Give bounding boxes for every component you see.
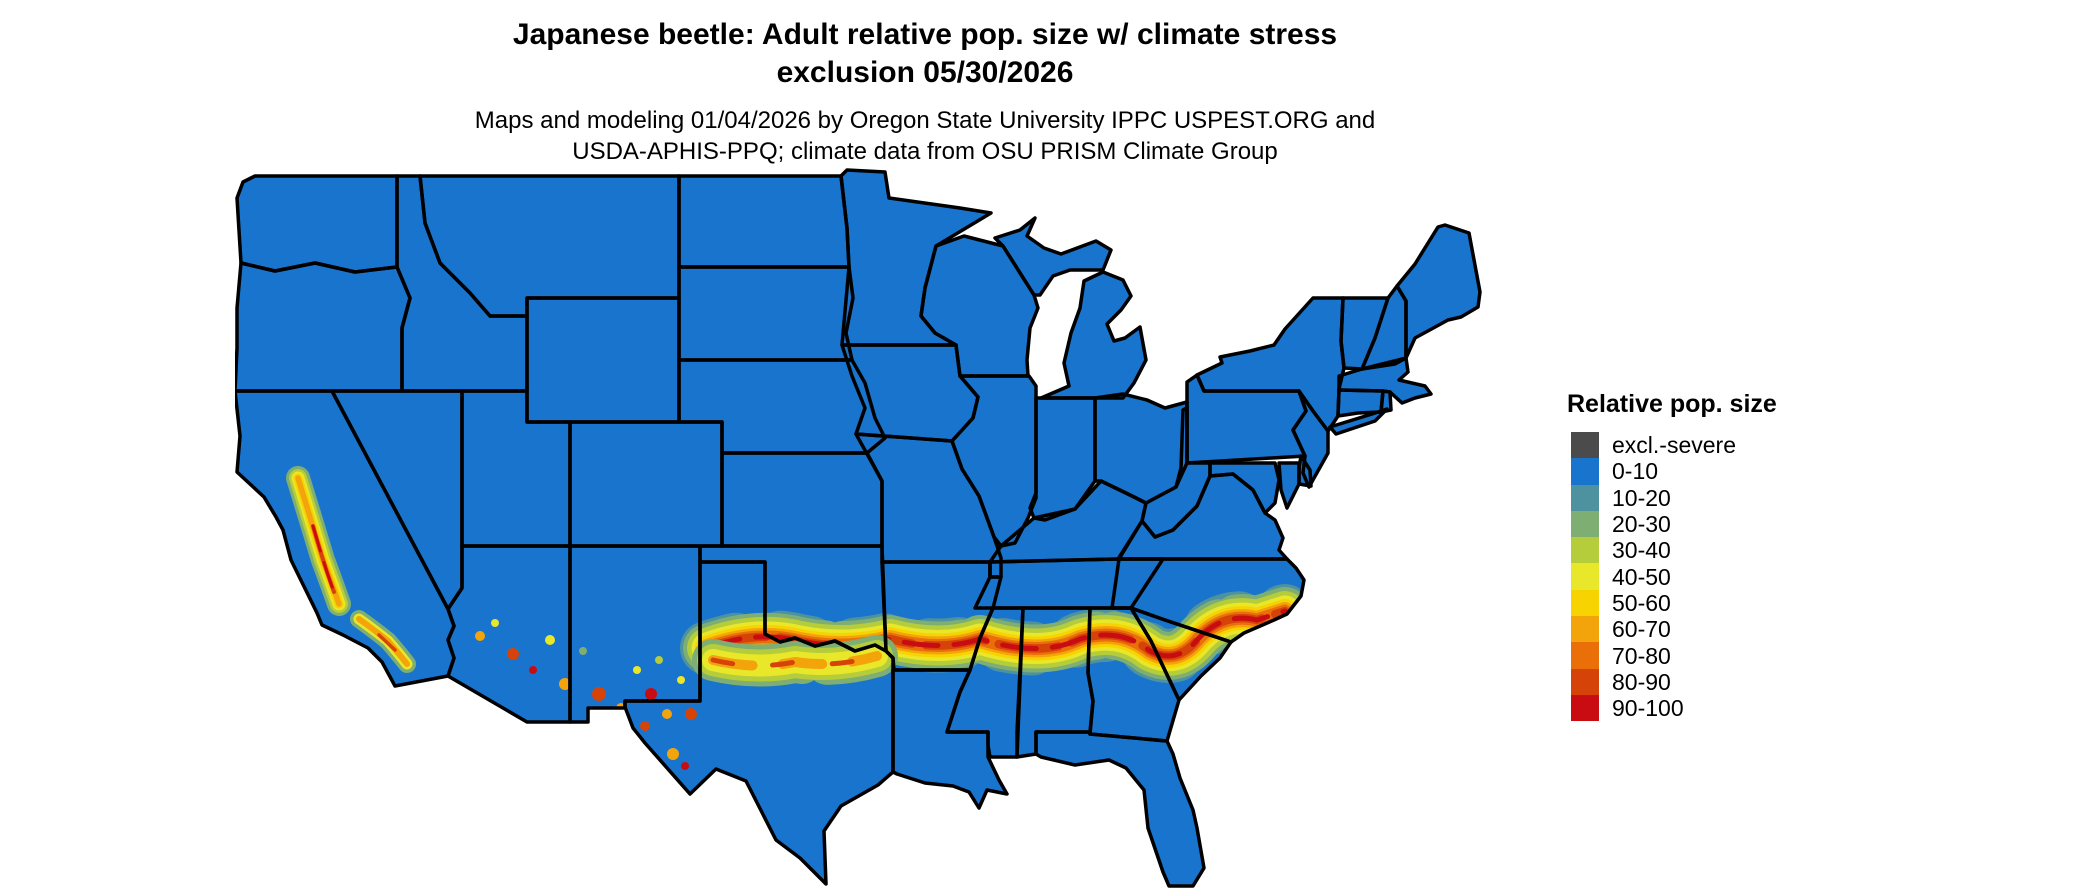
legend-row: 10-20 [1571,484,1777,511]
legend-title: Relative pop. size [1567,390,1777,418]
title-block: Japanese beetle: Adult relative pop. siz… [0,16,1850,167]
legend-swatch [1571,432,1599,459]
legend-row: 30-40 [1571,537,1777,564]
us-map [233,168,1482,888]
legend-row: 60-70 [1571,616,1777,643]
subtitle-block: Maps and modeling 01/04/2026 by Oregon S… [0,105,1850,167]
legend-label: 60-70 [1612,616,1671,643]
page-title-line1: Japanese beetle: Adult relative pop. siz… [512,18,1338,51]
legend-row: excl.-severe [1571,432,1777,459]
legend: Relative pop. size excl.-severe 0-10 10-… [1567,390,1777,722]
legend-swatch [1571,510,1599,538]
page-title-line2: exclusion 05/30/2026 [776,56,1074,89]
legend-swatch [1571,537,1599,564]
legend-swatch [1571,694,1599,722]
legend-swatch [1571,484,1599,511]
us-map-container [233,168,1545,888]
legend-label: 40-50 [1612,563,1671,590]
legend-swatch [1571,616,1599,643]
legend-row: 70-80 [1571,642,1777,669]
legend-swatch [1571,458,1599,485]
legend-row: 50-60 [1571,589,1777,617]
legend-row: 40-50 [1571,563,1777,590]
legend-swatch [1571,563,1599,590]
state-shapes [235,170,1480,886]
legend-label: 90-100 [1612,695,1684,722]
legend-row: 90-100 [1571,694,1777,722]
legend-label: 10-20 [1612,484,1671,511]
subtitle-line1: Maps and modeling 01/04/2026 by Oregon S… [474,107,1376,134]
legend-label: 20-30 [1612,511,1671,538]
legend-label: 0-10 [1612,458,1659,485]
legend-rows: excl.-severe 0-10 10-20 20-30 30-40 40-5… [1571,432,1777,722]
legend-row: 20-30 [1571,510,1777,538]
subtitle-line2: USDA-APHIS-PPQ; climate data from OSU PR… [572,138,1278,165]
legend-label: excl.-severe [1612,432,1736,459]
legend-row: 80-90 [1571,668,1777,695]
legend-swatch [1571,642,1599,669]
legend-label: 70-80 [1612,642,1671,669]
legend-swatch [1571,668,1599,695]
legend-row: 0-10 [1571,458,1777,485]
legend-label: 30-40 [1612,537,1671,564]
legend-label: 50-60 [1612,589,1671,616]
legend-swatch [1571,589,1599,617]
legend-label: 80-90 [1612,668,1671,695]
